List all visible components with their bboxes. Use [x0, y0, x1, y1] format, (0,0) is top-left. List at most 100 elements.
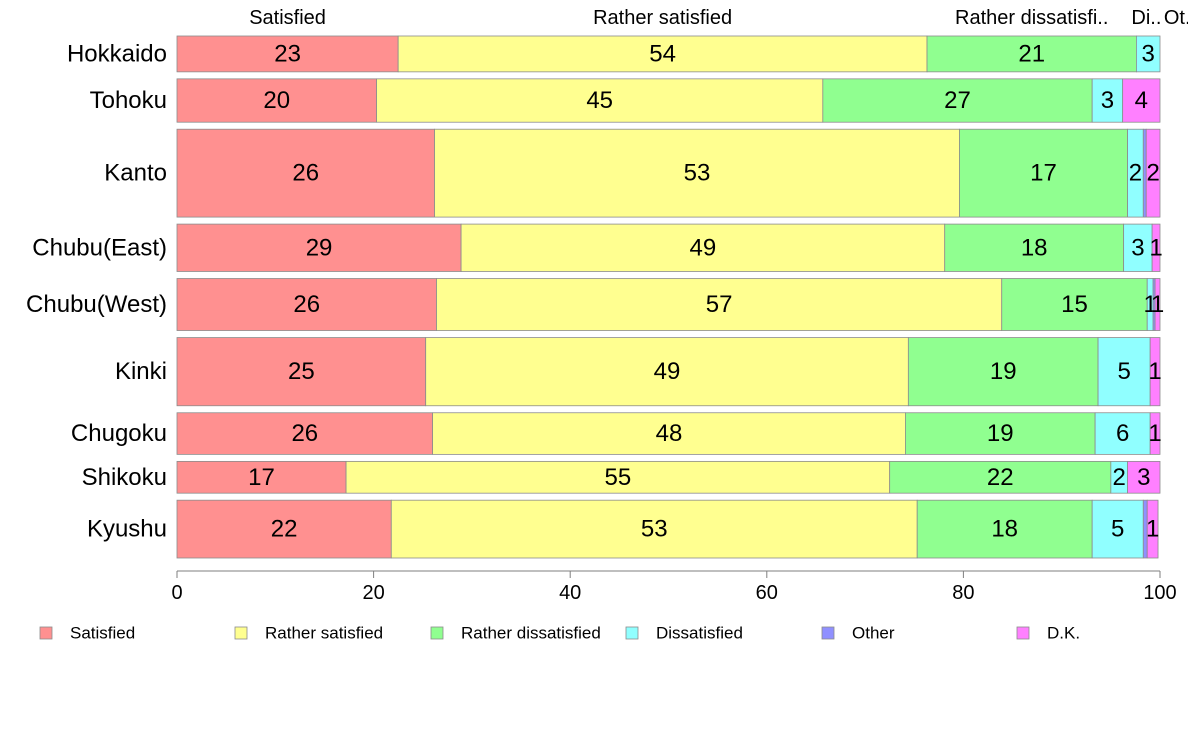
data-label-kyushu-satisfied: 22: [271, 516, 298, 543]
top-label-1: Rather satisfied: [593, 7, 732, 29]
bar-segment-tohoku-satisfied: [176, 78, 377, 123]
legend-swatch-other: [821, 626, 835, 640]
x-tick-label-100: 100: [1143, 582, 1176, 604]
data-label-kanto-rather-dissatisfied: 17: [1030, 160, 1057, 187]
data-label-shikoku-d-k: 3: [1137, 464, 1150, 491]
bar-segment-kanto-satisfied: [176, 128, 435, 218]
top-label-0: Satisfied: [249, 7, 326, 29]
bar-segment-chubu-east-satisfied: [176, 223, 462, 272]
data-label-chubu-west-satisfied: 26: [293, 291, 320, 318]
bar-segment-hokkaido-satisfied: [176, 35, 399, 73]
bar-segment-kyushu-dissatisfied: [1091, 499, 1144, 559]
legend-label-other: Other: [852, 624, 895, 643]
top-label-4: Ot..: [1164, 7, 1188, 29]
bar-segment-chubu-east-d-k: [1151, 223, 1161, 272]
bars: 23 54 21 320 45 27 3 426 53 17 2 229 49 18 3 126 57 15 112…: [176, 35, 1164, 559]
category-label-hokkaido: Hokkaido: [67, 40, 167, 67]
bar-segment-kanto-d-k: [1145, 128, 1161, 218]
legend-swatch-rather-dissatisfied: [430, 626, 444, 640]
bar-segment-shikoku-rather-satisfied: [345, 460, 891, 494]
legend-label-d-k: D.K.: [1047, 624, 1080, 643]
legend-swatch-satisfied: [39, 626, 53, 640]
data-label-kanto-dissatisfied: 2: [1129, 160, 1142, 187]
category-label-kyushu: Kyushu: [87, 516, 167, 543]
bar-segment-chubu-west-satisfied: [176, 278, 437, 331]
data-label-kyushu-d-k: 1: [1146, 516, 1159, 543]
bar-segment-kanto-rather-dissatisfied: [959, 128, 1128, 218]
data-label-kanto-d-k: 2: [1146, 160, 1159, 187]
top-label-2: Rather dissatisfi..: [955, 7, 1108, 29]
data-label-shikoku-satisfied: 17: [248, 464, 275, 491]
data-label-kinki-rather-satisfied: 49: [654, 358, 681, 385]
bar-segment-kinki-rather-satisfied: [425, 337, 909, 407]
data-label-shikoku-rather-satisfied: 55: [605, 464, 632, 491]
data-label-chubu-west-d-k: 1: [1151, 291, 1164, 318]
data-label-kyushu-dissatisfied: 5: [1111, 516, 1124, 543]
data-label-chubu-east-satisfied: 29: [306, 234, 333, 261]
bar-segment-chubu-west-rather-satisfied: [436, 278, 1003, 331]
bar-segment-hokkaido-dissatisfied: [1136, 35, 1161, 73]
data-label-kinki-satisfied: 25: [288, 358, 315, 385]
category-label-kinki: Kinki: [115, 358, 167, 385]
data-label-chubu-east-dissatisfied: 3: [1131, 234, 1144, 261]
data-label-tohoku-rather-satisfied: 45: [586, 87, 613, 114]
data-label-shikoku-dissatisfied: 2: [1113, 464, 1126, 491]
data-label-chugoku-dissatisfied: 6: [1116, 420, 1129, 447]
bar-segment-chubu-west-d-k: [1154, 278, 1161, 331]
bar-segment-hokkaido-rather-dissatisfied: [926, 35, 1137, 73]
category-labels: Hokkaido Tohoku Kanto Chubu(East) Chubu(West…: [26, 40, 167, 542]
data-label-kyushu-rather-dissatisfied: 18: [991, 516, 1018, 543]
bar-segment-shikoku-d-k: [1127, 460, 1161, 494]
legend-label-dissatisfied: Dissatisfied: [656, 624, 743, 643]
data-label-kinki-rather-dissatisfied: 19: [990, 358, 1017, 385]
data-label-chugoku-d-k: 1: [1148, 420, 1161, 447]
category-label-chugoku: Chugoku: [71, 420, 167, 447]
legend-swatch-rather-satisfied: [234, 626, 248, 640]
bar-segment-hokkaido-rather-satisfied: [397, 35, 928, 73]
bar-segment-chubu-east-rather-satisfied: [460, 223, 946, 272]
top-label-3: Di..: [1131, 7, 1161, 29]
bar-segment-kyushu-rather-dissatisfied: [916, 499, 1093, 559]
legend-label-satisfied: Satisfied: [70, 624, 135, 643]
legend-label-rather-dissatisfied: Rather dissatisfied: [461, 624, 601, 643]
bar-segment-tohoku-d-k: [1122, 78, 1161, 123]
data-label-chubu-west-rather-satisfied: 57: [706, 291, 733, 318]
bar-segment-kanto-rather-satisfied: [434, 128, 960, 218]
data-label-tohoku-rather-dissatisfied: 27: [944, 87, 971, 114]
bar-segment-kinki-d-k: [1149, 337, 1161, 407]
category-label-shikoku: Shikoku: [82, 464, 167, 491]
legend: Satisfied Rather satisfied Rather dissatis…: [39, 624, 1080, 643]
data-label-kinki-d-k: 1: [1148, 358, 1161, 385]
data-label-kanto-satisfied: 26: [292, 160, 319, 187]
bar-segment-chugoku-d-k: [1149, 412, 1161, 455]
data-label-tohoku-satisfied: 20: [263, 87, 290, 114]
bar-segment-kinki-rather-dissatisfied: [907, 337, 1099, 407]
x-axis: 0 20 40 60 80 100: [171, 570, 1177, 604]
legend-swatch-d-k: [1016, 626, 1030, 640]
data-label-chubu-east-rather-dissatisfied: 18: [1021, 234, 1048, 261]
legend-swatch-dissatisfied: [625, 626, 639, 640]
x-tick-label-60: 60: [756, 582, 778, 604]
data-label-kanto-rather-satisfied: 53: [684, 160, 711, 187]
bar-segment-chugoku-rather-satisfied: [432, 412, 906, 455]
bar-segment-chubu-west-rather-dissatisfied: [1001, 278, 1148, 331]
data-label-chubu-west-rather-dissatisfied: 15: [1061, 291, 1088, 318]
bar-segment-tohoku-rather-satisfied: [376, 78, 824, 123]
bar-segment-kyushu-satisfied: [176, 499, 392, 559]
data-label-kyushu-rather-satisfied: 53: [641, 516, 668, 543]
data-label-hokkaido-rather-satisfied: 54: [649, 40, 676, 67]
data-label-chugoku-rather-dissatisfied: 19: [987, 420, 1014, 447]
category-label-chubu-east: Chubu(East): [32, 234, 167, 261]
x-tick-label-40: 40: [559, 582, 581, 604]
bar-segment-tohoku-rather-dissatisfied: [822, 78, 1093, 123]
data-label-shikoku-rather-dissatisfied: 22: [987, 464, 1014, 491]
bar-segment-chubu-east-dissatisfied: [1123, 223, 1153, 272]
data-label-hokkaido-satisfied: 23: [274, 40, 301, 67]
x-tick-label-80: 80: [952, 582, 974, 604]
legend-label-rather-satisfied: Rather satisfied: [265, 624, 383, 643]
bar-segment-chugoku-rather-dissatisfied: [905, 412, 1096, 455]
data-label-chugoku-rather-satisfied: 48: [656, 420, 683, 447]
data-label-tohoku-dissatisfied: 3: [1101, 87, 1114, 114]
x-tick-label-20: 20: [362, 582, 384, 604]
